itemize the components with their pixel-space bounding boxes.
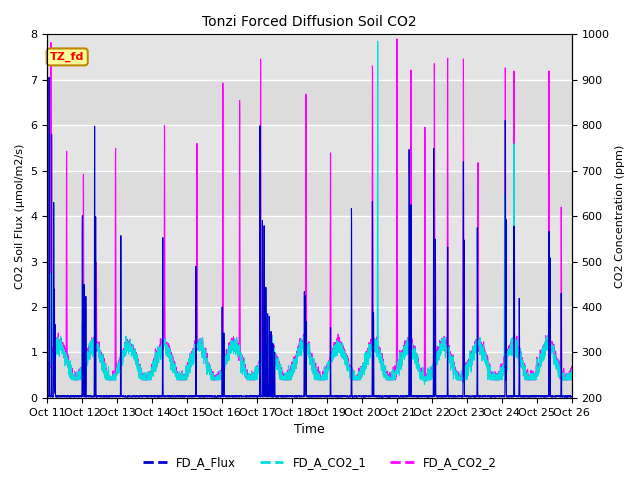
Bar — [47, 80, 572, 125]
Y-axis label: CO2 Concentration (ppm): CO2 Concentration (ppm) — [615, 144, 625, 288]
Text: TZ_fd: TZ_fd — [50, 52, 84, 62]
Y-axis label: CO2 Soil Flux (μmol/m2/s): CO2 Soil Flux (μmol/m2/s) — [15, 144, 25, 289]
Bar — [47, 307, 572, 352]
Bar — [47, 35, 572, 80]
Bar — [47, 262, 572, 307]
Title: Tonzi Forced Diffusion Soil CO2: Tonzi Forced Diffusion Soil CO2 — [202, 15, 417, 29]
Legend: FD_A_Flux, FD_A_CO2_1, FD_A_CO2_2: FD_A_Flux, FD_A_CO2_1, FD_A_CO2_2 — [138, 452, 502, 474]
Bar — [47, 216, 572, 262]
X-axis label: Time: Time — [294, 423, 325, 436]
Bar — [47, 352, 572, 398]
Bar — [47, 171, 572, 216]
Bar — [47, 125, 572, 171]
